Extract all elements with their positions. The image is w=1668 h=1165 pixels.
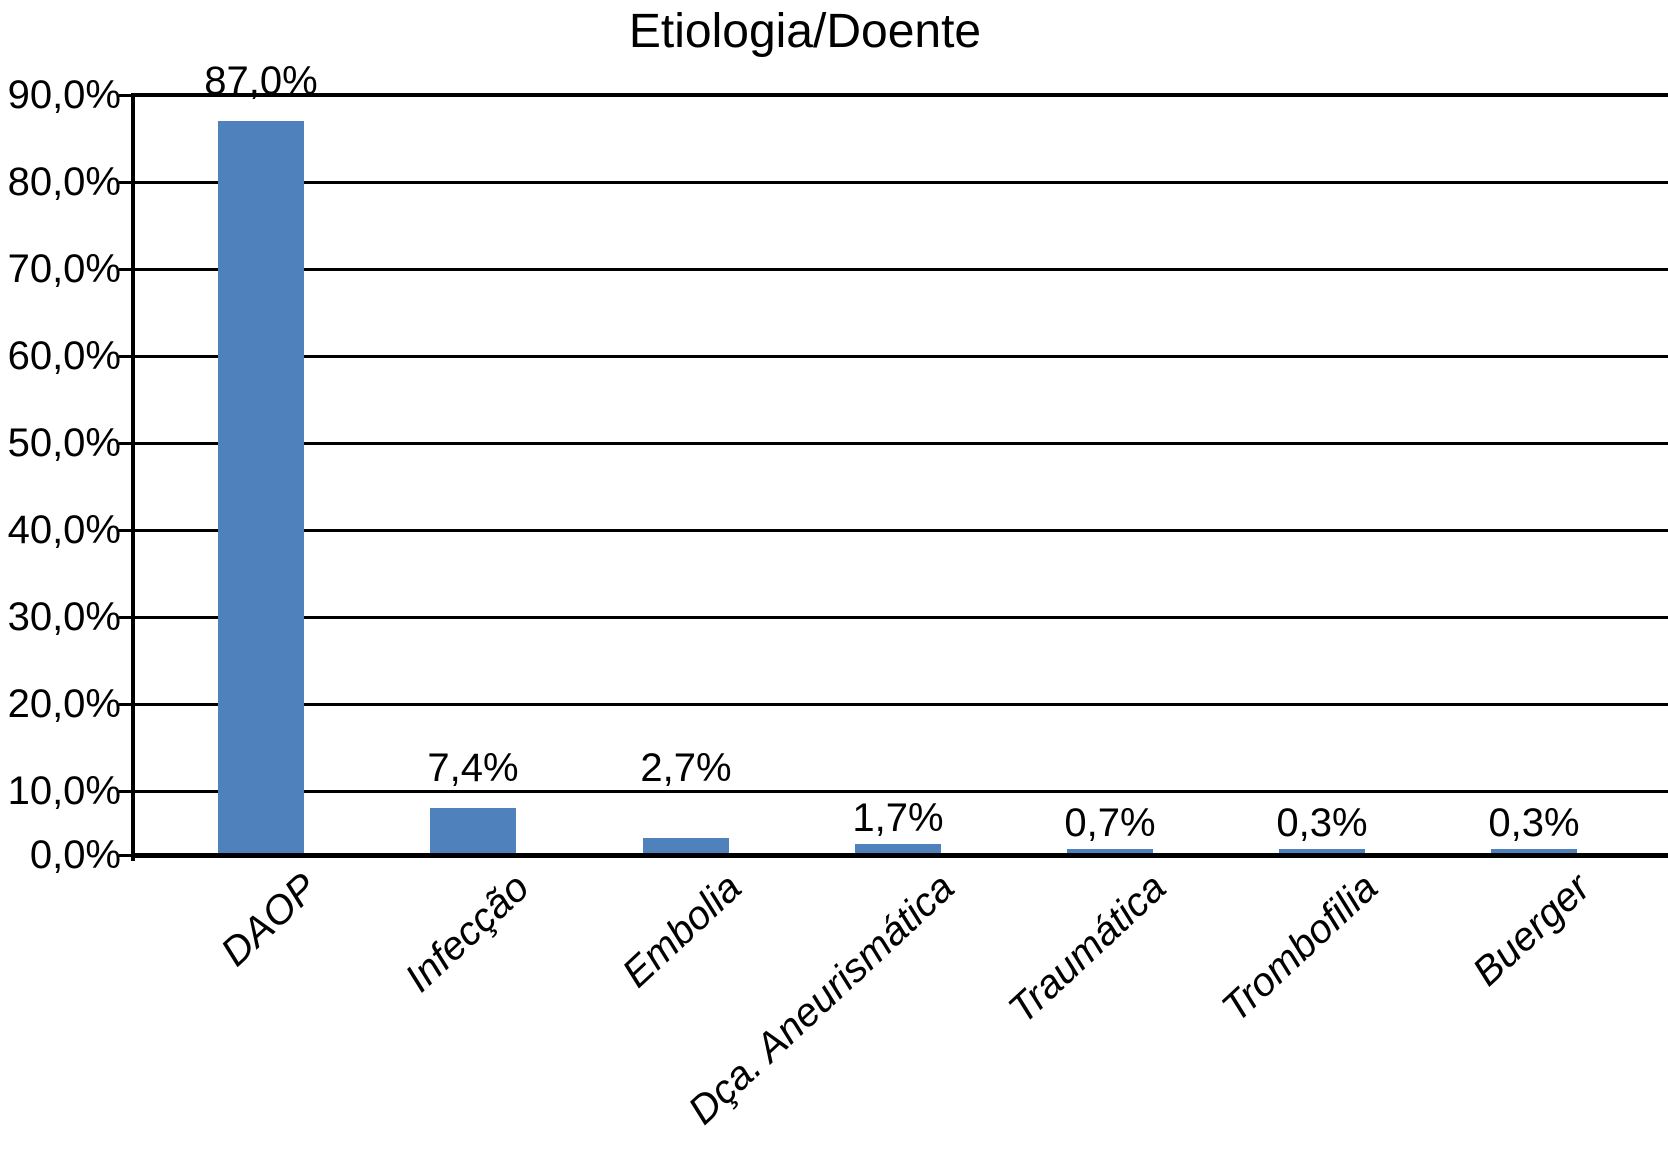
y-axis-tick xyxy=(119,181,133,184)
gridline xyxy=(133,93,1668,97)
value-label: 0,7% xyxy=(1064,801,1156,845)
y-tick-label: 40,0% xyxy=(7,508,121,552)
value-label: 1,7% xyxy=(852,796,944,841)
gridline xyxy=(133,442,1668,445)
y-tick-label: 20,0% xyxy=(7,682,121,726)
y-tick-label: 0,0% xyxy=(29,833,121,877)
bar-DAOP xyxy=(218,121,304,858)
gridline xyxy=(133,616,1668,619)
y-tick-label: 30,0% xyxy=(7,595,121,639)
y-axis-tick xyxy=(119,703,133,706)
y-axis-tick xyxy=(119,442,133,445)
y-tick-label: 50,0% xyxy=(7,421,121,465)
y-axis-tick xyxy=(119,790,133,793)
y-axis-line xyxy=(131,93,135,861)
value-label: 2,7% xyxy=(640,746,732,790)
y-axis-tick xyxy=(119,355,133,358)
y-axis-tick xyxy=(119,854,133,857)
value-label: 87,0% xyxy=(204,59,318,104)
bar-Embolia xyxy=(643,837,729,858)
category-label: Trombofilia xyxy=(1213,865,1387,1031)
y-tick-label: 80,0% xyxy=(7,160,121,204)
category-label: Infecção xyxy=(396,865,538,1001)
gridline xyxy=(133,703,1668,706)
y-axis-tick xyxy=(119,94,133,97)
bar-Infecção xyxy=(430,807,516,858)
y-tick-label: 10,0% xyxy=(7,769,121,813)
chart-title: Etiologia/Doente xyxy=(628,5,982,58)
value-label: 0,3% xyxy=(1488,801,1580,845)
gridline xyxy=(133,181,1668,184)
category-label: Buerger xyxy=(1464,865,1599,995)
gridline xyxy=(133,790,1668,793)
gridline xyxy=(133,529,1668,532)
y-axis-tick xyxy=(119,616,133,619)
y-axis-tick xyxy=(119,268,133,271)
y-axis-tick xyxy=(119,529,133,532)
category-label: DAOP xyxy=(212,865,326,975)
category-label: Traumática xyxy=(1000,865,1175,1032)
category-label: Embolia xyxy=(614,865,751,997)
gridline xyxy=(133,268,1668,271)
value-label: 7,4% xyxy=(427,746,519,790)
gridline xyxy=(133,355,1668,358)
x-axis-line xyxy=(133,853,1668,858)
y-tick-label: 70,0% xyxy=(7,247,121,291)
y-tick-label: 90,0% xyxy=(7,73,121,117)
value-label: 0,3% xyxy=(1276,801,1368,845)
y-tick-label: 60,0% xyxy=(7,334,121,378)
